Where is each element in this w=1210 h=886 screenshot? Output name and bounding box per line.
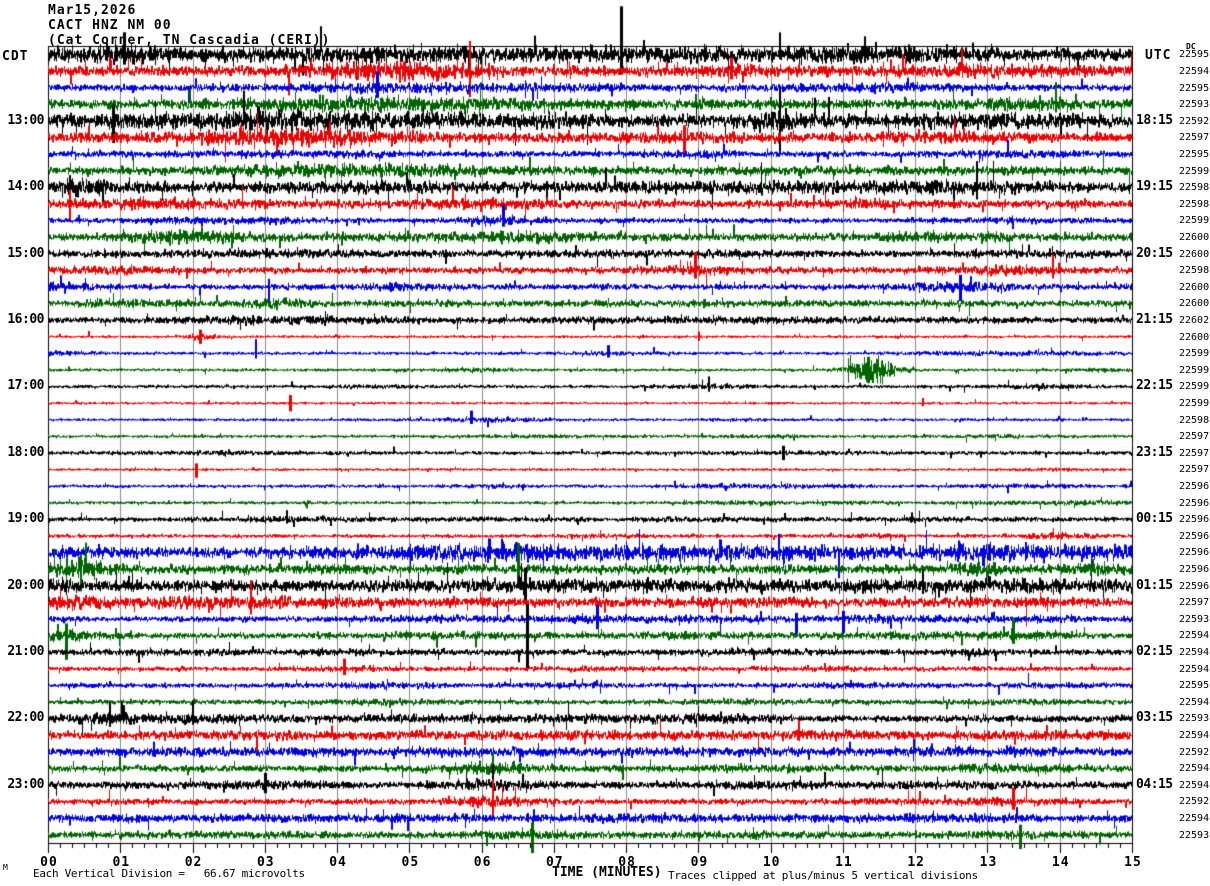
dc-value: 22596 [1179,514,1210,526]
dc-value: 22593 [1179,99,1210,111]
dc-column-header: DC [1186,42,1196,51]
utc-time-label: 04:15 [1136,776,1173,792]
utc-time-label: 19:15 [1136,179,1173,195]
dc-value: 22602 [1179,314,1210,326]
dc-value: 22596 [1179,580,1210,592]
minute-tick-label: 06 [473,855,492,870]
dc-value: 22596 [1179,547,1210,559]
dc-value: 22599 [1179,348,1210,360]
minute-tick-label: 03 [256,855,275,870]
dc-value: 22597 [1179,132,1210,144]
header-location: (Cat Corner, TN Cascadia (CERI)) [48,33,331,48]
cdt-hour-label: 23:00 [7,776,44,792]
dc-value: 22600 [1179,298,1210,310]
dc-value: 22599 [1179,165,1210,177]
dc-value: 22600 [1179,281,1210,293]
minute-tick-label: 13 [979,855,998,870]
corner-glyph: M [3,863,8,872]
cdt-hour-label: 19:00 [7,511,44,527]
utc-time-label: 22:15 [1136,378,1173,394]
dc-value: 22592 [1179,746,1210,758]
dc-value: 22594 [1179,779,1210,791]
dc-value: 22595 [1179,49,1210,61]
dc-value: 22594 [1179,630,1210,642]
dc-value: 22600 [1179,248,1210,260]
cdt-hour-label: 16:00 [7,311,44,327]
minute-tick-label: 05 [401,855,420,870]
utc-time-label: 03:15 [1136,710,1173,726]
scale-note: Each Vertical Division = 66.67 microvolt… [33,867,305,880]
dc-value: 22596 [1179,564,1210,576]
cdt-hour-label: 13:00 [7,112,44,128]
dc-value: 22595 [1179,148,1210,160]
minute-tick-label: 11 [835,855,853,870]
dc-value: 22596 [1179,481,1210,492]
utc-time-label: 02:15 [1136,644,1173,660]
dc-value: 22597 [1179,597,1210,609]
dc-value: 22598 [1179,414,1210,426]
minute-tick-label: 04 [329,855,347,870]
cdt-hour-label: 21:00 [7,644,44,660]
dc-value: 22599 [1179,215,1210,227]
dc-value: 22596 [1179,497,1210,509]
dc-value: 22592 [1179,796,1210,808]
minute-tick-label: 10 [762,855,781,870]
dc-value: 22595 [1179,82,1210,94]
minute-tick-label: 02 [184,855,203,870]
dc-value: 22599 [1179,381,1210,393]
utc-time-label: 18:15 [1136,112,1173,128]
dc-value: 22599 [1179,364,1210,376]
time-axis-title: TIME (MINUTES) [552,865,662,880]
clip-note: Traces clipped at plus/minus 5 vertical … [668,869,978,882]
left-timezone-label: CDT [2,49,29,64]
dc-value: 22600 [1179,231,1210,243]
dc-value: 22598 [1179,265,1210,277]
minute-tick-label: 14 [1051,855,1070,870]
dc-value: 22596 [1179,530,1210,542]
dc-value: 22594 [1179,696,1210,708]
utc-time-label: 21:15 [1136,311,1173,327]
cdt-hour-label: 15:00 [7,245,44,261]
minute-tick-label: 08 [618,855,636,870]
header-date: Mar15,2026 [48,3,137,18]
dc-value: 22594 [1179,663,1210,675]
dc-value: 22592 [1179,115,1210,127]
utc-time-label: 00:15 [1136,511,1173,527]
header-station: CACT HNZ NM 00 [48,18,172,33]
dc-value: 22594 [1179,730,1210,742]
dc-value: 22594 [1179,647,1210,659]
cdt-hour-label: 20:00 [7,577,44,593]
minute-tick-label: 09 [690,855,709,870]
dc-value: 22593 [1179,829,1210,841]
dc-value: 22594 [1179,763,1210,775]
cdt-hour-label: 22:00 [7,710,44,726]
minute-tick-label: 01 [112,855,131,870]
dc-value: 22597 [1179,464,1210,476]
cdt-hour-label: 14:00 [7,179,44,195]
utc-time-label: 23:15 [1136,444,1173,460]
utc-time-label: 20:15 [1136,245,1173,261]
cdt-hour-label: 17:00 [7,378,44,394]
minute-tick-label: 15 [1124,855,1142,870]
minute-tick-label: 12 [907,855,926,870]
dc-value: 22597 [1179,431,1210,443]
dc-value: 22595 [1179,680,1210,692]
dc-value: 22593 [1179,613,1210,625]
dc-value: 22599 [1179,397,1210,409]
dc-value: 22600 [1179,331,1210,343]
dc-value: 22598 [1179,182,1210,194]
dc-value: 22594 [1179,813,1210,825]
dc-value: 22593 [1179,713,1210,725]
dc-value: 22594 [1179,65,1210,77]
minute-tick-label: 07 [546,855,564,870]
cdt-hour-label: 18:00 [7,444,44,460]
dc-value: 22597 [1179,447,1210,459]
right-timezone-label: UTC [1145,48,1172,63]
utc-time-label: 01:15 [1136,577,1173,593]
minute-tick-label: 00 [40,855,58,870]
dc-value: 22598 [1179,198,1210,210]
